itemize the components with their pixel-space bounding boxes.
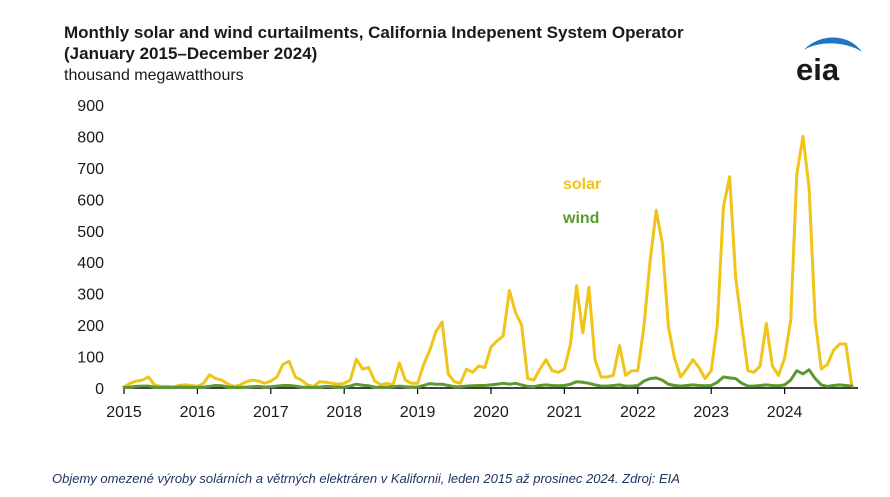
series-labels: solar wind xyxy=(562,176,601,227)
x-tick-label: 2023 xyxy=(693,404,729,421)
eia-logo-text: eia xyxy=(796,52,840,85)
chart-title: Monthly solar and wind curtailments, Cal… xyxy=(64,22,784,64)
x-tick-label: 2020 xyxy=(473,404,509,421)
x-tick-label: 2024 xyxy=(767,404,803,421)
x-tick-label: 2017 xyxy=(253,404,289,421)
x-tick-label: 2018 xyxy=(326,404,362,421)
x-tick-label: 2022 xyxy=(620,404,656,421)
x-tick-label: 2021 xyxy=(547,404,583,421)
x-tick-label: 2015 xyxy=(106,404,142,421)
y-tick-label: 600 xyxy=(77,192,104,209)
y-axis: 0 100 200 300 400 500 600 700 800 900 xyxy=(77,98,104,398)
series-layer xyxy=(122,134,854,389)
y-tick-label: 700 xyxy=(77,161,104,178)
eia-logo-swoosh xyxy=(804,37,862,52)
unit-label: thousand megawatthours xyxy=(64,67,244,84)
figure-caption: Objemy omezené výroby solárních a větrný… xyxy=(52,471,680,486)
y-tick-label: 400 xyxy=(77,255,104,272)
eia-logo: eia xyxy=(796,37,862,85)
y-tick-label: 300 xyxy=(77,287,104,304)
chart-title-line-1: Monthly solar and wind curtailments, Cal… xyxy=(64,23,684,42)
x-axis: 2015 2016 2017 2018 2019 2020 2021 2022 2023 2024 xyxy=(106,387,858,421)
series-label-wind: wind xyxy=(562,210,599,227)
y-tick-label: 200 xyxy=(77,318,104,335)
y-tick-label: 900 xyxy=(77,98,104,115)
series-line-wind xyxy=(122,368,854,389)
y-tick-label: 100 xyxy=(77,350,104,367)
x-tick-label: 2016 xyxy=(180,404,216,421)
series-line-solar xyxy=(122,134,854,389)
y-tick-label: 800 xyxy=(77,129,104,146)
x-tick-label: 2019 xyxy=(400,404,436,421)
chart-title-line-2: (January 2015–December 2024) xyxy=(64,44,318,63)
y-tick-label: 500 xyxy=(77,224,104,241)
series-label-solar: solar xyxy=(563,176,601,193)
y-tick-label: 0 xyxy=(95,381,104,398)
